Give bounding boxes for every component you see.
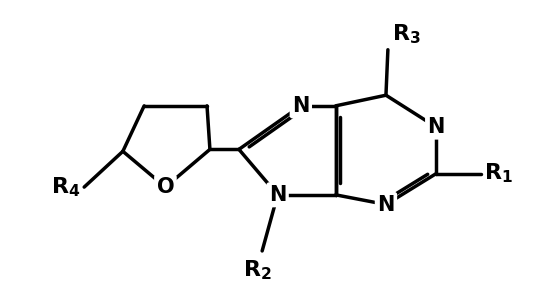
Text: $\mathbf{R_3}$: $\mathbf{R_3}$ <box>392 22 421 46</box>
Text: N: N <box>377 194 394 215</box>
Text: N: N <box>292 96 310 116</box>
Text: $\mathbf{R_4}$: $\mathbf{R_4}$ <box>51 175 80 199</box>
Text: $\mathbf{R_2}$: $\mathbf{R_2}$ <box>243 259 272 282</box>
Text: N: N <box>269 185 286 205</box>
Text: O: O <box>157 177 174 197</box>
Text: $\mathbf{R_1}$: $\mathbf{R_1}$ <box>483 162 513 185</box>
Text: N: N <box>427 117 445 137</box>
